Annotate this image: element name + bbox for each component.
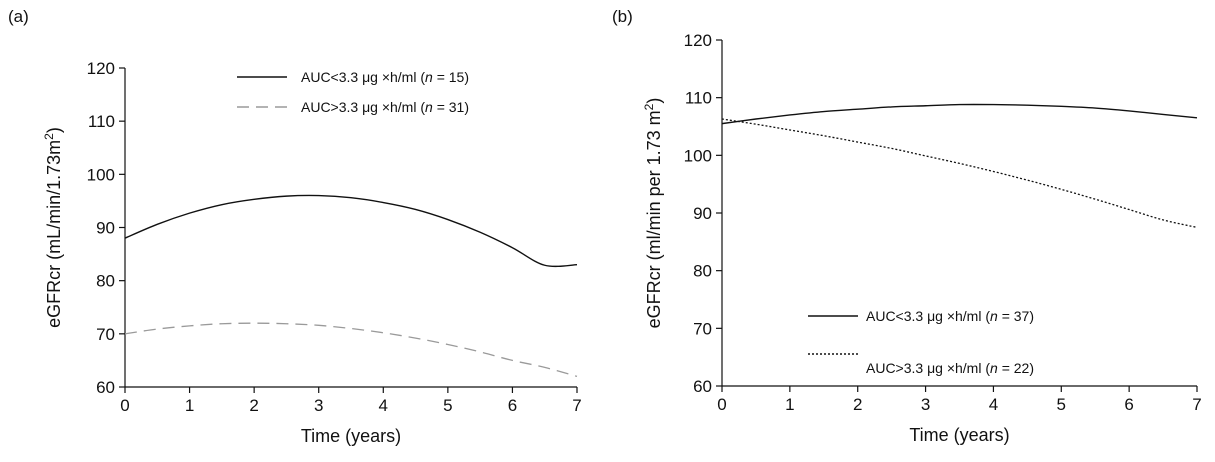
legend-label-count: = 22) (998, 360, 1034, 376)
legend-label-1: AUC<3.3 μg ×h/ml (n = 15) (301, 69, 469, 85)
x-tick-label: 6 (508, 396, 517, 415)
y-tick-label: 70 (693, 319, 712, 338)
x-tick-label: 6 (1124, 395, 1133, 414)
panel-b: (b) 60 70 80 90 100 110 120 0 1 2 3 4 5 6 7 Time (years)… (612, 7, 1202, 445)
legend-label-text: AUC<3.3 μg ×h/ml ( (866, 308, 990, 324)
legend-label-n: n (990, 360, 998, 376)
legend-label-count: = 31) (433, 99, 469, 115)
legend-label-text: AUC<3.3 μg ×h/ml ( (301, 69, 425, 85)
legend-label-text: AUC>3.3 μg ×h/ml ( (866, 360, 990, 376)
x-tick-label: 0 (717, 395, 726, 414)
y-axis-title-end: ) (44, 127, 64, 133)
y-axis-title-superscript: 2 (642, 103, 656, 110)
panel-label: (a) (8, 7, 29, 26)
y-tick-label: 110 (88, 112, 115, 131)
y-tick-label: 60 (96, 378, 115, 397)
y-axis-title: eGFRcr (ml/min per 1.73 m2) (642, 98, 664, 329)
y-tick-label: 90 (96, 219, 115, 238)
x-tick-label: 7 (1192, 395, 1201, 414)
legend-label-count: = 15) (433, 69, 469, 85)
legend-label-text: AUC>3.3 μg ×h/ml ( (301, 99, 425, 115)
x-tick-label: 5 (1057, 395, 1066, 414)
y-axis-title-superscript: 2 (42, 133, 56, 140)
y-tick-label: 120 (87, 59, 115, 78)
x-tick-label: 5 (443, 396, 452, 415)
x-tick-label: 7 (572, 396, 581, 415)
series-line-2 (124, 322, 578, 377)
y-tick-label: 60 (693, 377, 712, 396)
x-axis-title: Time (years) (301, 426, 401, 446)
panel-a: (a) 60 70 80 90 100 110 120 0 1 2 3 4 5 6 7 Time (years)… (8, 7, 582, 446)
legend-label-1: AUC<3.3 μg ×h/ml (n = 37) (866, 308, 1034, 324)
x-tick-label: 2 (249, 396, 258, 415)
y-tick-label: 110 (685, 89, 712, 108)
y-axis-title-main: eGFRcr (ml/min per 1.73 m (644, 110, 664, 328)
y-tick-label: 90 (693, 204, 712, 223)
y-tick-label: 100 (87, 165, 115, 184)
legend-label-2: AUC>3.3 μg ×h/ml (n = 31) (301, 99, 469, 115)
x-tick-label: 4 (989, 395, 998, 414)
series-line-1 (124, 194, 578, 268)
series-line-1 (721, 103, 1198, 125)
y-axis-title-end: ) (644, 98, 664, 104)
x-tick-label: 2 (853, 395, 862, 414)
y-tick-label: 70 (96, 325, 115, 344)
x-axis-title: Time (years) (909, 425, 1009, 445)
legend-label-n: n (425, 69, 433, 85)
x-tick-label: 1 (185, 396, 194, 415)
y-tick-label: 120 (684, 31, 712, 50)
legend-label-n: n (425, 99, 433, 115)
x-tick-label: 3 (921, 395, 930, 414)
series-line-2 (721, 118, 1198, 229)
y-axis-title-main: eGFRcr (mL/min/1.73m (44, 140, 64, 328)
legend-label-n: n (990, 308, 998, 324)
panel-label: (b) (612, 7, 633, 26)
x-tick-label: 0 (120, 396, 129, 415)
legend-label-2: AUC>3.3 μg ×h/ml (n = 22) (866, 360, 1034, 376)
y-tick-label: 80 (693, 262, 712, 281)
x-tick-label: 1 (785, 395, 794, 414)
legend-label-count: = 37) (998, 308, 1034, 324)
y-axis-title: eGFRcr (mL/min/1.73m2) (42, 127, 64, 328)
x-tick-label: 4 (379, 396, 388, 415)
y-tick-label: 80 (96, 272, 115, 291)
x-tick-label: 3 (314, 396, 323, 415)
y-tick-label: 100 (684, 146, 712, 165)
